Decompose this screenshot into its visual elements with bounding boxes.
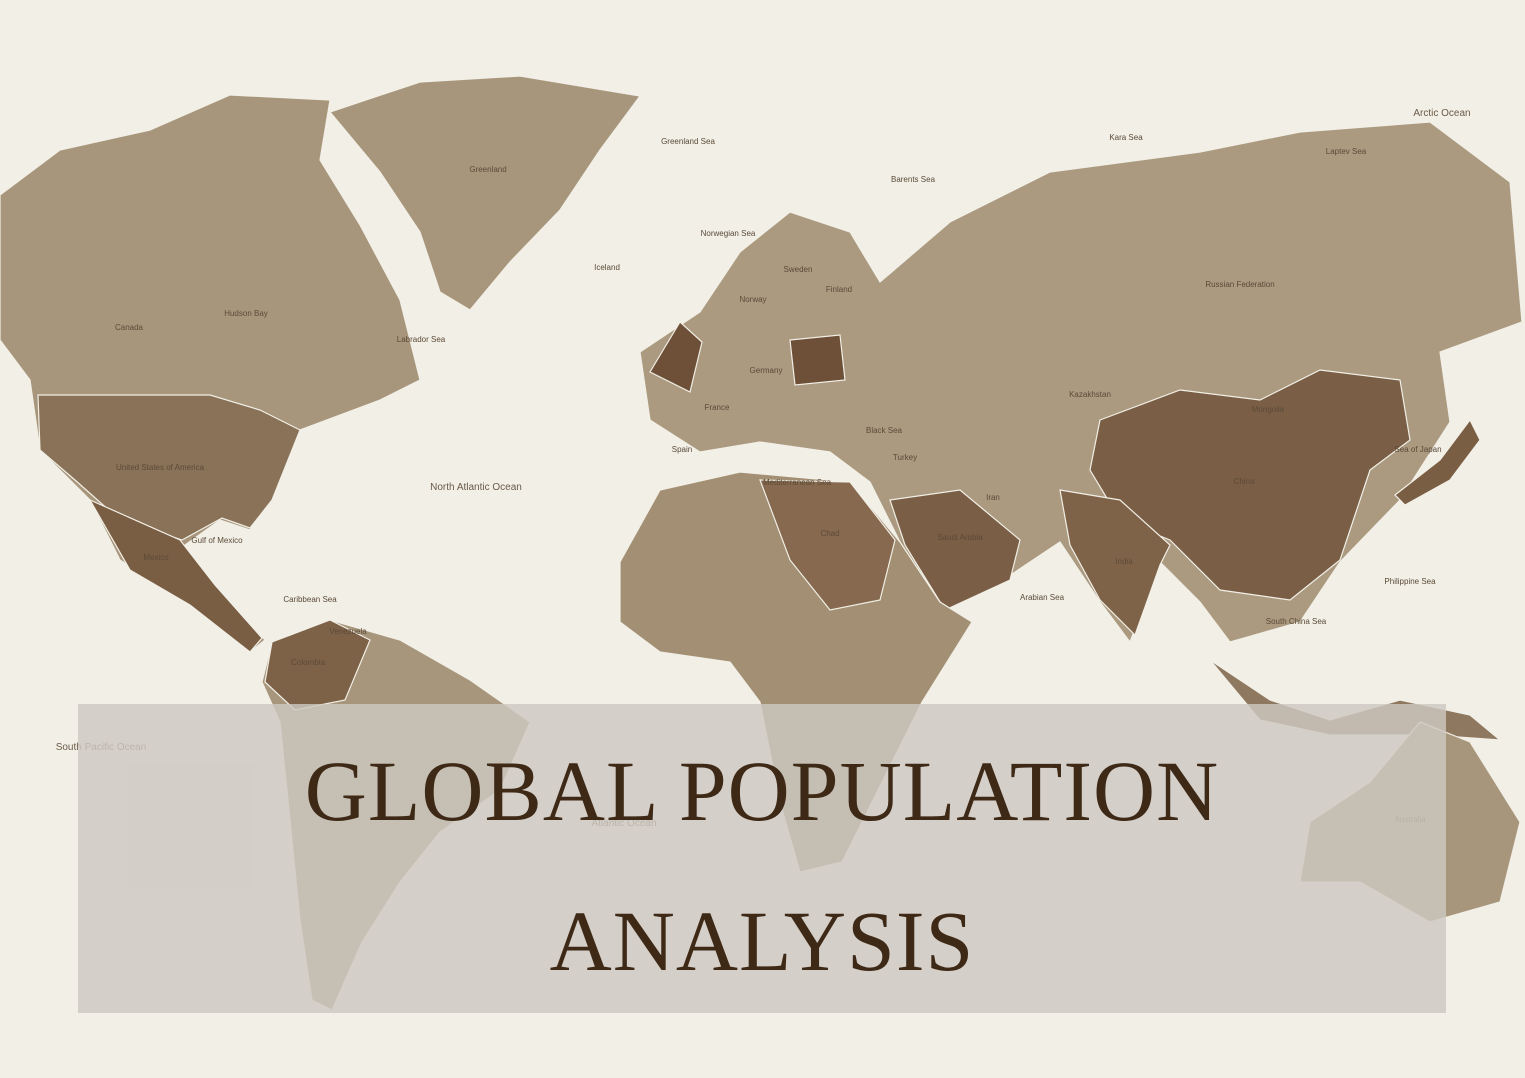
map-label: Finland <box>826 285 852 294</box>
uk <box>649 321 703 393</box>
usa <box>37 394 301 541</box>
title-overlay <box>78 704 1446 1013</box>
map-label: South China Sea <box>1266 617 1327 626</box>
map-label: Caribbean Sea <box>283 595 337 604</box>
map-label: Hudson Bay <box>224 309 268 318</box>
map-label: Laptev Sea <box>1326 147 1367 156</box>
map-label: Norwegian Sea <box>701 229 756 238</box>
map-label: Black Sea <box>866 426 903 435</box>
mexico <box>88 498 263 653</box>
map-label: Labrador Sea <box>397 335 446 344</box>
map-label: Iran <box>986 493 1000 502</box>
map-label: Mediterranean Sea <box>763 478 832 487</box>
greenland <box>328 75 642 311</box>
map-label: North Atlantic Ocean <box>430 482 522 493</box>
saudi-arabia <box>889 489 1021 611</box>
map-label: Greenland Sea <box>661 137 715 146</box>
map-label: India <box>1115 557 1133 566</box>
map-label: Gulf of Mexico <box>191 536 243 545</box>
map-label: Sea of Japan <box>1394 445 1441 454</box>
map-label: China <box>1234 477 1255 486</box>
map-label: Kara Sea <box>1109 133 1143 142</box>
map-label: Russian Federation <box>1205 280 1274 289</box>
map-label: Chad <box>820 529 839 538</box>
india <box>1059 489 1171 637</box>
page-title: GLOBAL POPULATION ANALYSIS <box>304 743 1220 989</box>
map-label: Kazakhstan <box>1069 390 1111 399</box>
japan <box>1394 418 1481 506</box>
north-africa <box>759 479 896 611</box>
map-label: Mongolia <box>1252 405 1285 414</box>
map-label: Norway <box>739 295 766 304</box>
map-label: Philippine Sea <box>1384 577 1436 586</box>
map-label: United States of America <box>116 463 205 472</box>
colombia <box>264 619 371 711</box>
map-label: Iceland <box>594 263 620 272</box>
map-label: Colombia <box>291 658 325 667</box>
map-label: Arabian Sea <box>1020 593 1065 602</box>
poland <box>789 334 846 386</box>
map-label: Saudi Arabia <box>937 533 983 542</box>
map-label: France <box>705 403 730 412</box>
map-label: Venezuela <box>329 627 367 636</box>
title-block: GLOBAL POPULATION ANALYSIS <box>78 716 1446 1016</box>
map-label: Spain <box>672 445 692 454</box>
map-label: Greenland <box>469 165 506 174</box>
map-label: Canada <box>115 323 144 332</box>
map-label: Germany <box>750 366 783 375</box>
map-label: Turkey <box>893 453 917 462</box>
map-label: Arctic Ocean <box>1413 108 1470 119</box>
north-america <box>0 94 421 653</box>
map-label: Mexico <box>143 553 169 562</box>
map-label: Barents Sea <box>891 175 936 184</box>
map-label: Sweden <box>784 265 813 274</box>
